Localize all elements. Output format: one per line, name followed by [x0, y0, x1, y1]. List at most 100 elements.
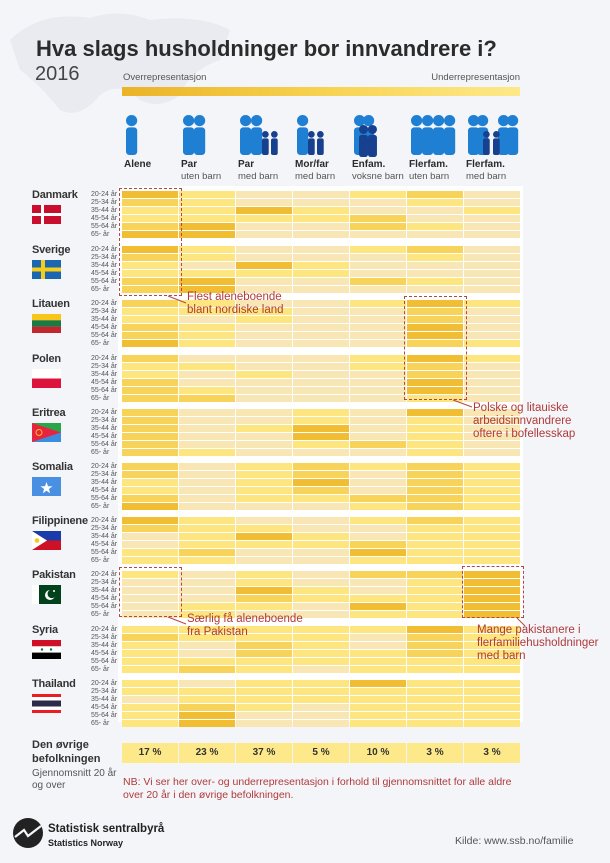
heatmap-cell — [179, 587, 235, 594]
heatmap-cell — [293, 704, 349, 711]
heatmap-cell — [179, 215, 235, 222]
heatmap-cell — [350, 441, 406, 448]
heatmap-cell — [350, 704, 406, 711]
heatmap-cell — [407, 308, 463, 315]
heatmap-cell — [464, 579, 520, 586]
heatmap-cell — [236, 417, 292, 424]
heatmap-cell — [122, 254, 178, 261]
heatmap-cell — [293, 387, 349, 394]
leader-line-pakistan-multi — [516, 617, 526, 627]
age-label: 65- år — [91, 231, 110, 238]
annotation-nordic: Flest aleneboende blant nordiske land — [187, 291, 284, 316]
heatmap-cell — [293, 270, 349, 277]
heatmap-cell — [464, 712, 520, 719]
heatmap-cell — [122, 587, 178, 594]
heatmap-cell — [407, 363, 463, 370]
heatmap-cell — [179, 270, 235, 277]
heatmap-cell — [293, 199, 349, 206]
heatmap-cell — [236, 199, 292, 206]
heatmap-cell — [407, 666, 463, 673]
country-name: Polen — [32, 353, 61, 365]
country-name: Thailand — [32, 678, 76, 690]
heatmap-cell — [122, 658, 178, 665]
heatmap-cell — [236, 571, 292, 578]
heatmap-cell — [293, 316, 349, 323]
heatmap-cell — [122, 246, 178, 253]
age-label: 35-44 år — [91, 696, 118, 703]
pakistan-flag-icon — [32, 585, 61, 604]
household-icon — [354, 115, 377, 157]
heatmap-cell — [236, 579, 292, 586]
heatmap-cell — [236, 587, 292, 594]
heatmap-cell — [293, 223, 349, 230]
heatmap-cell — [350, 495, 406, 502]
heatmap-cell — [293, 487, 349, 494]
poland-flag-icon — [32, 369, 61, 388]
heatmap-cell — [407, 603, 463, 610]
heatmap-cell — [407, 316, 463, 323]
heatmap-cell — [122, 300, 178, 307]
heatmap-cell — [407, 191, 463, 198]
age-label: 45-54 år — [91, 595, 118, 602]
heatmap-cell — [122, 688, 178, 695]
heatmap-cell — [350, 215, 406, 222]
heatmap-cell — [179, 666, 235, 673]
heatmap-cell — [236, 720, 292, 727]
heatmap-cell — [236, 409, 292, 416]
heatmap-cell — [464, 316, 520, 323]
heatmap-cell — [293, 595, 349, 602]
heatmap-cell — [179, 223, 235, 230]
heatmap-cell — [464, 332, 520, 339]
heatmap-cell — [236, 340, 292, 347]
heatmap-cell — [350, 223, 406, 230]
country-name: Litauen — [32, 298, 70, 310]
heatmap-cell — [122, 503, 178, 510]
heatmap-cell — [122, 666, 178, 673]
heatmap-cell — [407, 340, 463, 347]
heatmap-cell — [293, 355, 349, 362]
heatmap-cell — [122, 332, 178, 339]
heatmap-cell — [236, 371, 292, 378]
age-label: 45-54 år — [91, 704, 118, 711]
age-label: 25-34 år — [91, 471, 118, 478]
heatmap-cell — [350, 417, 406, 424]
source-link[interactable]: Kilde: www.ssb.no/familie — [455, 835, 574, 847]
legend-under-label: Underrepresentasjon — [431, 72, 520, 83]
heatmap-cell — [122, 495, 178, 502]
heatmap-cell — [464, 533, 520, 540]
heatmap-cell — [293, 720, 349, 727]
heatmap-cell — [293, 626, 349, 633]
heatmap-cell — [464, 557, 520, 564]
heatmap-cell — [293, 286, 349, 293]
age-label: 25-34 år — [91, 579, 118, 586]
heatmap-cell — [350, 433, 406, 440]
heatmap-cell — [122, 549, 178, 556]
age-label: 20-24 år — [91, 300, 118, 307]
heatmap-cell — [464, 495, 520, 502]
heatmap-cell — [179, 471, 235, 478]
heatmap-cell — [179, 642, 235, 649]
country-name: Somalia — [32, 461, 73, 473]
heatmap-cell — [122, 441, 178, 448]
heatmap-cell — [179, 441, 235, 448]
heatmap-cell — [236, 379, 292, 386]
heatmap-cell — [122, 611, 178, 618]
heatmap-cell — [122, 371, 178, 378]
heatmap-cell — [407, 324, 463, 331]
heatmap-cell — [122, 449, 178, 456]
heatmap-cell — [293, 650, 349, 657]
heatmap-cell — [464, 355, 520, 362]
heatmap-cell — [179, 487, 235, 494]
heatmap-cell — [236, 688, 292, 695]
heatmap-cell — [350, 463, 406, 470]
heatmap-cell — [179, 191, 235, 198]
baseline-value: 3 % — [407, 743, 463, 763]
heatmap-cell — [350, 286, 406, 293]
heatmap-cell — [236, 215, 292, 222]
thailand-flag-icon — [32, 694, 61, 713]
age-label: 35-44 år — [91, 371, 118, 378]
heatmap-cell — [407, 658, 463, 665]
age-label: 65- år — [91, 557, 110, 564]
heatmap-cell — [179, 688, 235, 695]
age-label: 25-34 år — [91, 634, 118, 641]
